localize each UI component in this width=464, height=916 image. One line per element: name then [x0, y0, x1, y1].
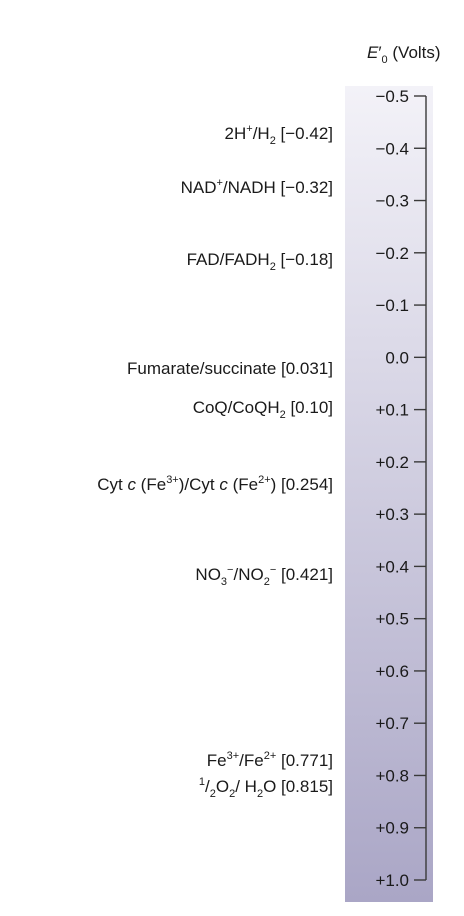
axis-header-symbol: E	[367, 43, 379, 62]
redox-couple-nitrate: NO3−/NO2− [0.421]	[195, 564, 333, 588]
label-text: / H	[235, 777, 257, 796]
tick-label: +1.0	[375, 871, 409, 890]
label-text: [−0.42]	[276, 124, 333, 143]
superscript: 3+	[166, 474, 179, 486]
redox-couple-fumarate: Fumarate/succinate [0.031]	[127, 359, 333, 378]
label-text: O [0.815]	[263, 777, 333, 796]
label-text: NO	[195, 565, 221, 584]
subscript: 2	[270, 135, 276, 147]
superscript: −	[270, 564, 276, 576]
tick-label: 0.0	[385, 348, 409, 367]
tick-label: +0.5	[375, 610, 409, 629]
tick-label: +0.7	[375, 714, 409, 733]
axis-header: E′0 (Volts)	[367, 43, 441, 66]
redox-couple-iron: Fe3+/Fe2+ [0.771]	[207, 750, 333, 770]
potential-gradient-bar	[345, 86, 433, 902]
redox-couple-h2: 2H+/H2 [−0.42]	[225, 123, 333, 147]
label-text: FAD/FADH	[187, 250, 270, 269]
tick-label: +0.1	[375, 401, 409, 420]
label-text: /NO	[233, 565, 263, 584]
tick-label: +0.2	[375, 453, 409, 472]
tick-label: −0.3	[375, 192, 409, 211]
label-text: [0.421]	[276, 565, 333, 584]
subscript: 2	[229, 788, 235, 800]
label-text: (Fe	[136, 475, 166, 494]
subscript: 2	[257, 788, 263, 800]
superscript: 1	[199, 776, 205, 788]
label-text: Cyt	[97, 475, 127, 494]
tick-label: +0.6	[375, 662, 409, 681]
label-text: ) [0.254]	[271, 475, 333, 494]
tick-label: −0.1	[375, 296, 409, 315]
superscript: 2+	[258, 474, 271, 486]
label-text: Fumarate/succinate [0.031]	[127, 359, 333, 378]
superscript: +	[216, 177, 222, 189]
label-text: [0.771]	[276, 751, 333, 770]
label-text: )/Cyt	[179, 475, 220, 494]
subscript: 2	[264, 576, 270, 588]
superscript: −	[227, 564, 233, 576]
tick-marks: −0.5 −0.4 −0.3 −0.2 −0.1 0.0 +0.1 +0.2 +0.3 +0.4 +…	[375, 87, 426, 890]
label-text: /H	[253, 124, 270, 143]
superscript: 3+	[227, 750, 240, 762]
tick-label: +0.3	[375, 505, 409, 524]
redox-couple-oxygen: 1/2O2/ H2O [0.815]	[199, 776, 333, 800]
axis-header-subscript: 0	[382, 54, 388, 66]
label-text: Fe	[207, 751, 227, 770]
tick-label: +0.4	[375, 557, 409, 576]
label-text: /NADH [−0.32]	[223, 178, 333, 197]
label-text: 2H	[225, 124, 247, 143]
label-text: [0.10]	[286, 398, 333, 417]
label-text: /	[205, 777, 210, 796]
tick-label: +0.8	[375, 766, 409, 785]
axis-header-prime: ′	[378, 43, 381, 62]
subscript: 3	[221, 576, 227, 588]
redox-couple-cytc: Cyt c (Fe3+)/Cyt c (Fe2+) [0.254]	[97, 474, 333, 494]
redox-couple-labels: 2H+/H2 [−0.42]NAD+/NADH [−0.32]FAD/FADH2…	[97, 123, 333, 800]
tick-label: −0.2	[375, 244, 409, 263]
redox-couple-nad: NAD+/NADH [−0.32]	[181, 177, 333, 197]
subscript: 2	[270, 261, 276, 273]
label-text: NAD	[181, 178, 217, 197]
superscript: 2+	[264, 750, 277, 762]
superscript: +	[246, 123, 252, 135]
label-text: c	[219, 475, 228, 494]
label-text: /Fe	[239, 751, 264, 770]
redox-couple-coq: CoQ/CoQH2 [0.10]	[193, 398, 333, 421]
axis-header-units: (Volts)	[388, 43, 441, 62]
label-text: CoQ/CoQH	[193, 398, 280, 417]
label-text: O	[216, 777, 229, 796]
redox-couple-fad: FAD/FADH2 [−0.18]	[187, 250, 333, 273]
tick-label: +0.9	[375, 819, 409, 838]
subscript: 2	[280, 409, 286, 421]
tick-label: −0.4	[375, 139, 409, 158]
label-text: (Fe	[228, 475, 258, 494]
label-text: [−0.18]	[276, 250, 333, 269]
label-text: c	[127, 475, 136, 494]
subscript: 2	[210, 788, 216, 800]
tick-label: −0.5	[375, 87, 409, 106]
